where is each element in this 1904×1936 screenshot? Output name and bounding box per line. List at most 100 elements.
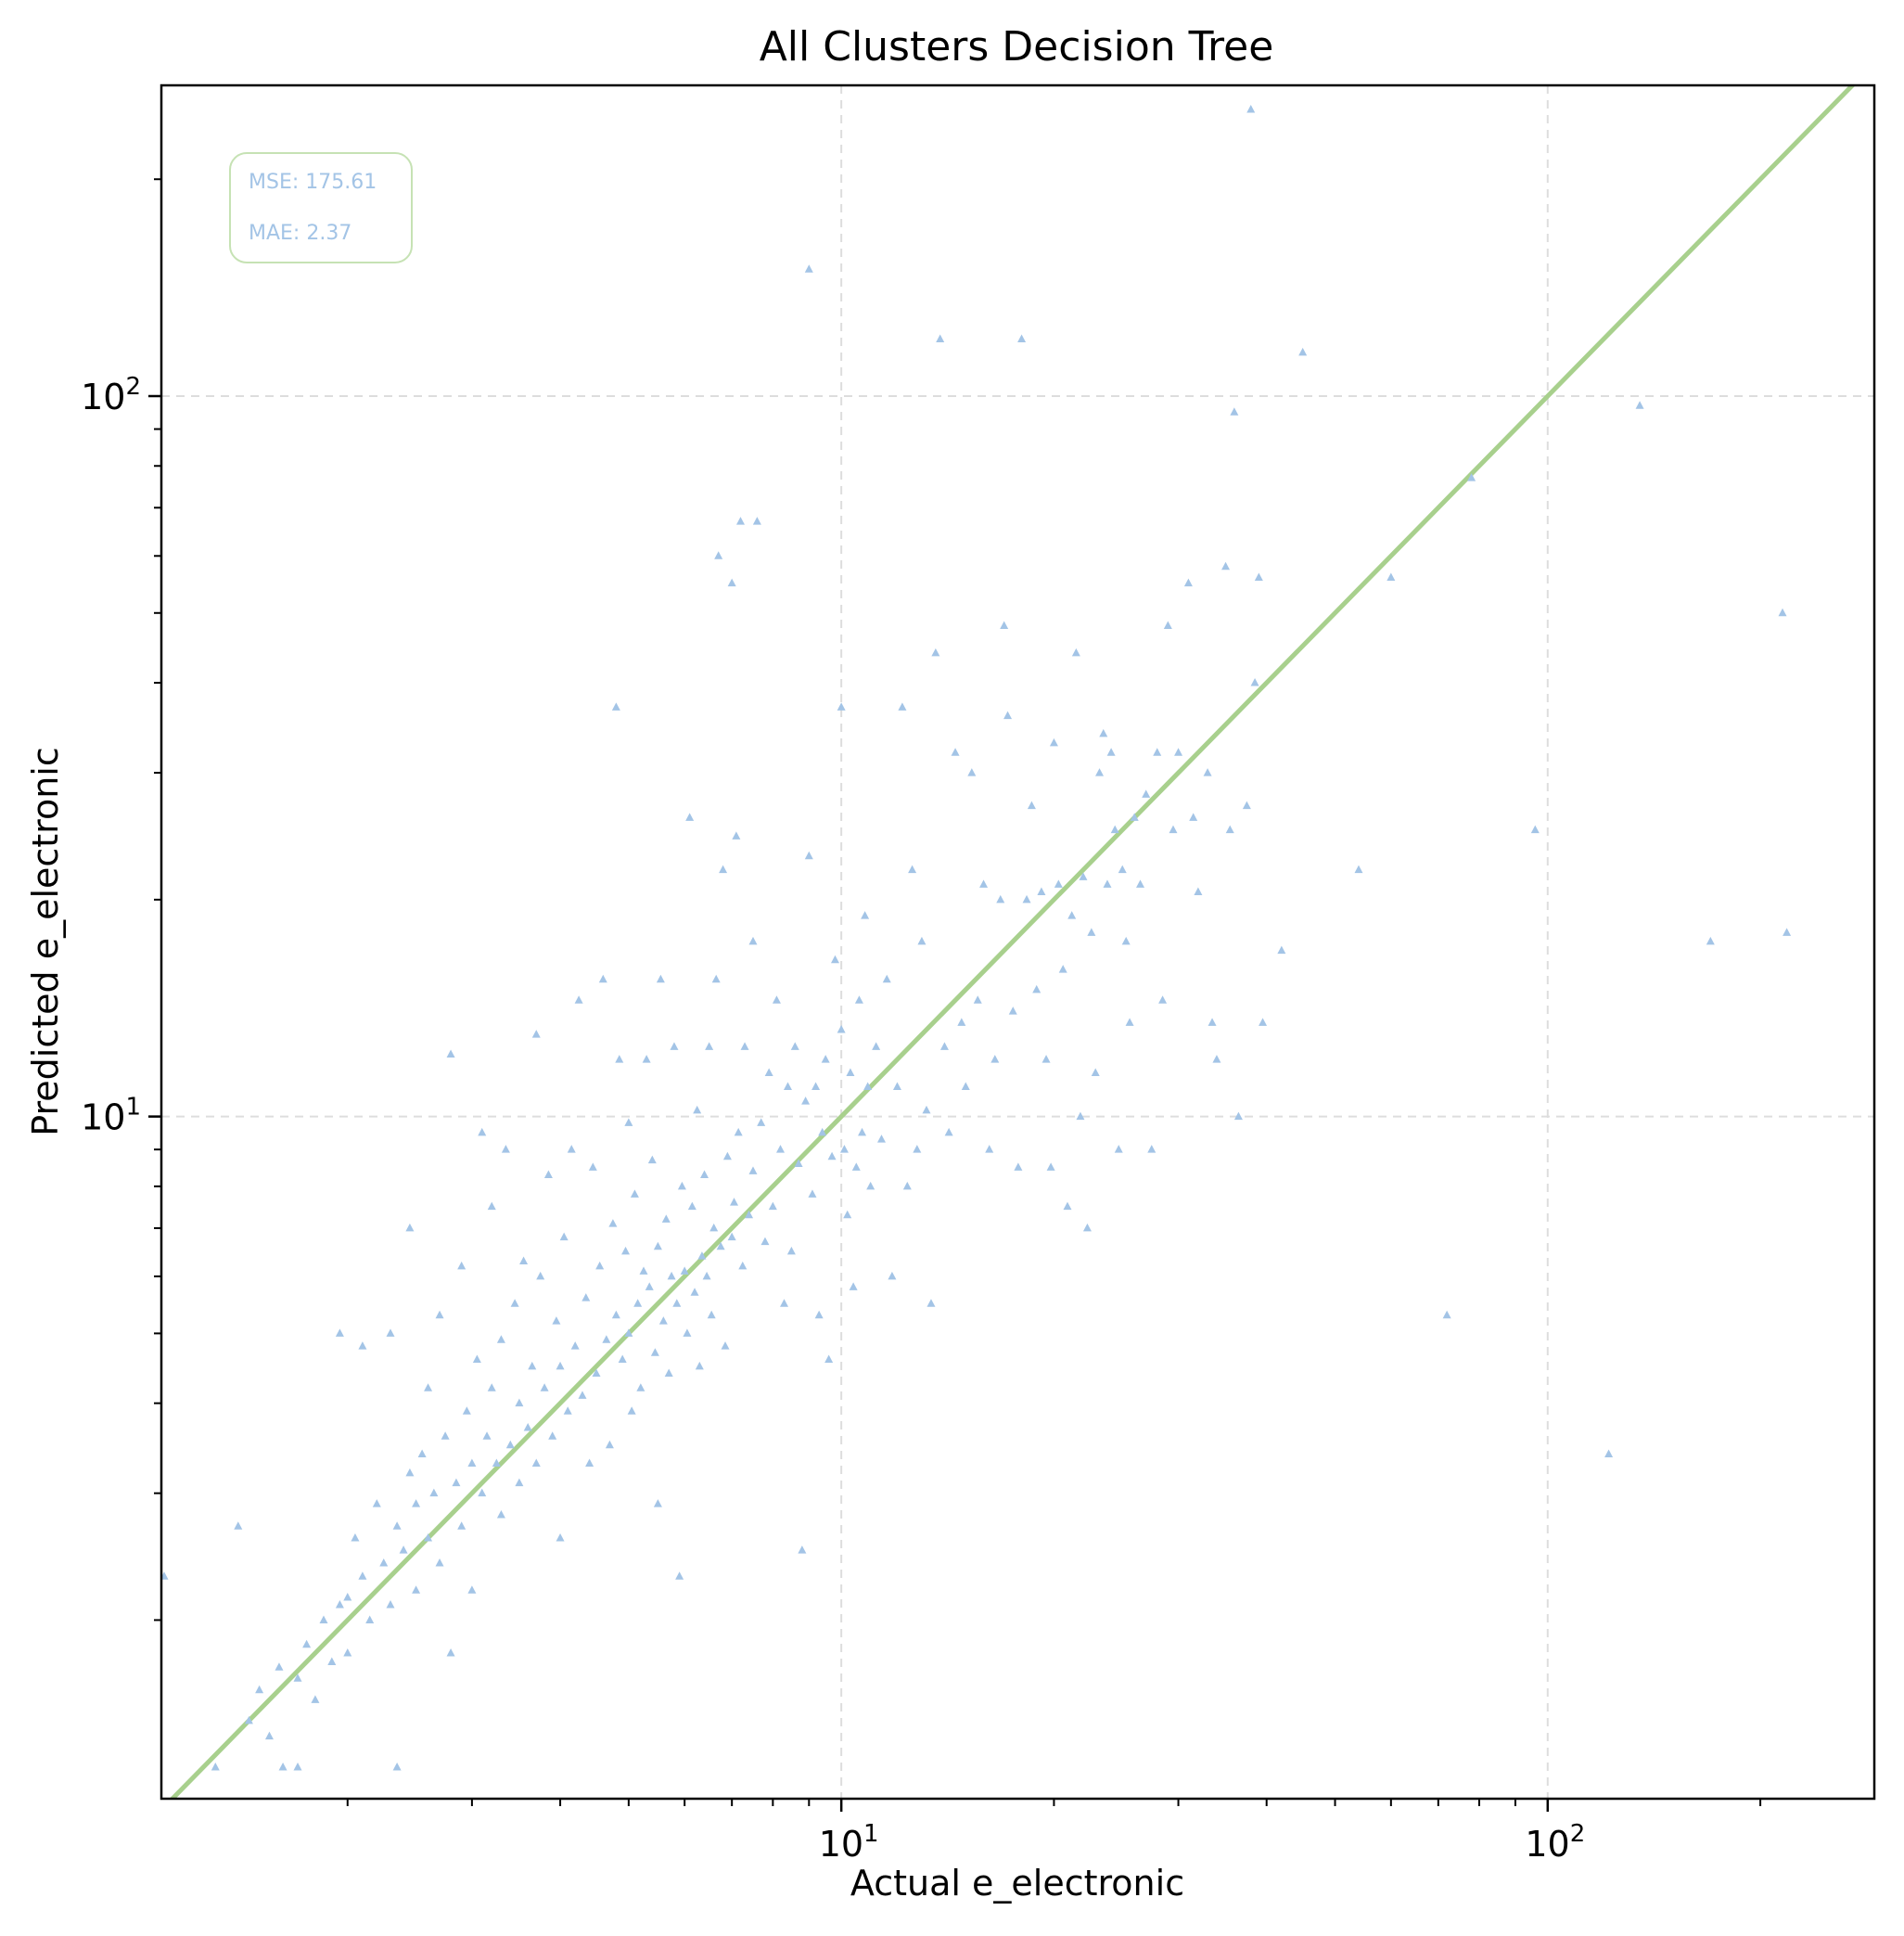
data-point (888, 1271, 897, 1280)
data-point (818, 1127, 827, 1136)
data-point (1091, 1068, 1100, 1076)
data-point (716, 1241, 725, 1250)
data-point (543, 1170, 553, 1178)
data-point (467, 1585, 477, 1594)
data-point (808, 1189, 817, 1198)
data-point (255, 1685, 264, 1694)
data-point (1174, 748, 1183, 756)
data-point (961, 1082, 970, 1090)
data-point (872, 1042, 881, 1050)
data-point (783, 1082, 792, 1090)
data-point (1110, 825, 1119, 834)
data-point (760, 1237, 770, 1246)
data-point (990, 1055, 1000, 1063)
data-point (1125, 1018, 1134, 1026)
x-axis-label: Actual e_electronic (850, 1863, 1184, 1904)
data-point (697, 1251, 707, 1260)
data-point (780, 1299, 789, 1307)
data-point (690, 1288, 699, 1296)
data-point (776, 1145, 786, 1153)
data-point (913, 1145, 922, 1153)
data-point (492, 1458, 501, 1468)
data-point (936, 334, 945, 343)
data-point (680, 1266, 689, 1275)
data-point (939, 1042, 949, 1050)
data-point (457, 1261, 466, 1270)
data-point (496, 1335, 505, 1343)
data-point (722, 1151, 732, 1160)
data-point (863, 1082, 873, 1090)
data-point (598, 974, 607, 983)
data-point (581, 1293, 591, 1301)
data-point (372, 1499, 381, 1507)
data-point (588, 1162, 597, 1171)
data-point (1027, 801, 1036, 810)
data-point (435, 1310, 444, 1319)
data-point (748, 936, 758, 945)
data-point (531, 1458, 541, 1468)
data-point (478, 1127, 487, 1136)
data-point (1246, 104, 1256, 113)
data-point (650, 1348, 659, 1356)
data-point (804, 851, 813, 860)
data-point (700, 1170, 709, 1178)
data-point (1163, 621, 1172, 630)
data-point (830, 955, 839, 964)
data-point (1121, 936, 1131, 945)
data-point (926, 1299, 936, 1307)
data-point (510, 1299, 519, 1307)
data-point (482, 1431, 492, 1440)
grid-lines (161, 85, 1874, 1799)
data-point (768, 1201, 777, 1211)
data-point (670, 1042, 679, 1050)
data-point (405, 1223, 415, 1232)
data-point (846, 1068, 855, 1076)
data-point (727, 1232, 736, 1241)
data-point (882, 974, 891, 983)
data-point (653, 1241, 662, 1250)
x-tick-label: 101 (819, 1820, 879, 1865)
data-point (851, 1162, 861, 1171)
data-point (843, 1210, 852, 1219)
data-point (695, 1361, 704, 1370)
data-point (732, 831, 741, 840)
data-point (685, 813, 695, 821)
data-point (358, 1341, 367, 1350)
data-point (979, 879, 989, 888)
data-point (748, 1166, 758, 1174)
data-point (1067, 911, 1077, 919)
data-point (605, 1440, 614, 1449)
data-point (1169, 825, 1178, 834)
data-point (429, 1488, 439, 1497)
data-point (1063, 1201, 1072, 1211)
data-point (656, 974, 665, 983)
data-point (1071, 647, 1080, 657)
data-point (707, 1310, 716, 1319)
data-point (412, 1585, 421, 1594)
data-point (794, 1159, 803, 1167)
data-point (523, 1422, 532, 1431)
data-point (1604, 1449, 1614, 1457)
data-point (452, 1478, 461, 1487)
data-point (515, 1398, 524, 1407)
data-point (705, 1042, 714, 1050)
data-point (556, 1361, 565, 1370)
data-point (951, 748, 960, 756)
data-point (1087, 928, 1096, 936)
data-point (1114, 1145, 1123, 1153)
data-point (379, 1558, 389, 1567)
data-point (585, 1458, 594, 1468)
data-point (327, 1657, 337, 1665)
data-point (821, 1055, 830, 1063)
data-point (1103, 879, 1112, 888)
data-point (1203, 768, 1212, 776)
data-point (1158, 995, 1168, 1004)
data-point (1189, 813, 1198, 821)
data-point (1118, 865, 1127, 874)
data-point (531, 1030, 541, 1038)
data-point (734, 1127, 743, 1136)
data-point (1778, 608, 1787, 617)
data-point (1054, 879, 1063, 888)
data-point (548, 1431, 557, 1440)
data-point (839, 1145, 849, 1153)
